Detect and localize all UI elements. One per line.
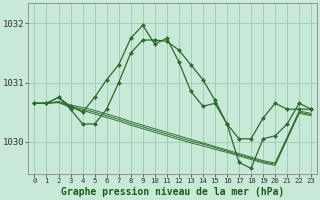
- X-axis label: Graphe pression niveau de la mer (hPa): Graphe pression niveau de la mer (hPa): [61, 187, 284, 197]
